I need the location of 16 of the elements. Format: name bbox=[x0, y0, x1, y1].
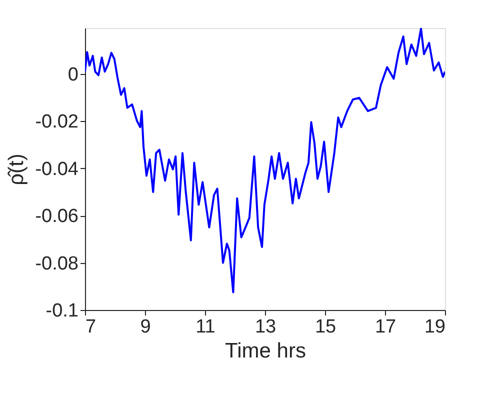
line-series bbox=[85, 28, 445, 294]
y-tick-label: -0.06 bbox=[35, 206, 78, 228]
x-tick-label: 7 bbox=[86, 316, 96, 338]
x-tick-label: 11 bbox=[196, 316, 216, 338]
y-tick-label: -0.08 bbox=[35, 253, 78, 274]
x-tick-label: 15 bbox=[314, 316, 336, 338]
y-tick-label: 0 bbox=[68, 64, 78, 86]
x-tick-label: 13 bbox=[254, 316, 276, 338]
x-tick-label: 9 bbox=[140, 316, 151, 338]
y-tick-label: -0.04 bbox=[35, 158, 79, 180]
x-axis-title: Time hrs bbox=[225, 340, 306, 362]
y-tick-label: -0.1 bbox=[46, 300, 78, 322]
x-tick-label: 19 bbox=[424, 316, 446, 338]
x-tick-label: 17 bbox=[374, 316, 396, 338]
y-tick-label: -0.02 bbox=[35, 112, 78, 133]
y-axis-title: ρ̂(t) bbox=[5, 154, 28, 186]
